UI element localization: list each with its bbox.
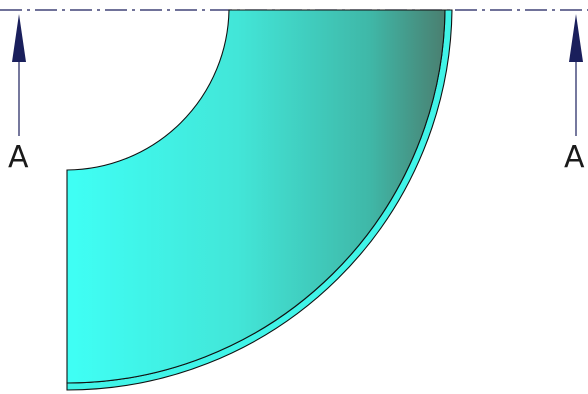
section-arrow-left [12, 14, 26, 136]
section-label-left: A [8, 140, 29, 175]
section-arrow-right [569, 14, 583, 136]
section-label-right: A [564, 140, 585, 175]
elbow-body [66, 9, 446, 384]
